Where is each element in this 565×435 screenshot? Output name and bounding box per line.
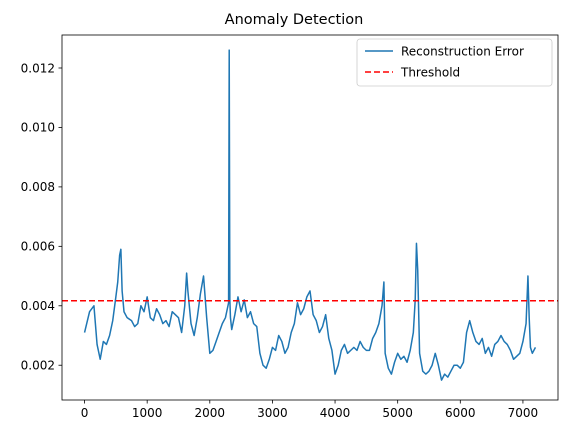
y-tick-label: 0.004 (21, 299, 55, 313)
x-tick-label: 0 (81, 406, 89, 420)
y-tick-label: 0.008 (21, 180, 55, 194)
x-tick-label: 2000 (195, 406, 226, 420)
y-tick-label: 0.006 (21, 240, 55, 254)
legend-label: Reconstruction Error (401, 44, 524, 58)
chart-title: Anomaly Detection (225, 12, 364, 28)
x-tick-label: 7000 (508, 406, 539, 420)
legend: Reconstruction Error Threshold (356, 38, 553, 87)
series-group (62, 49, 558, 381)
x-tick-label: 5000 (382, 406, 413, 420)
x-tick-label: 4000 (320, 406, 351, 420)
series-line-reconstruction-error (83, 49, 537, 381)
axes: 0 1000 2000 3000 4000 5000 6000 7000 0.002 0.004 0… (21, 34, 559, 420)
plot-area (62, 49, 558, 381)
x-tick-label: 1000 (132, 406, 163, 420)
axes-frame (61, 34, 559, 401)
legend-box (356, 38, 553, 87)
y-tick-label: 0.002 (21, 359, 55, 373)
x-tick-label: 6000 (445, 406, 476, 420)
y-tick-label: 0.012 (21, 61, 55, 75)
legend-label: Threshold (400, 65, 460, 79)
y-tick-label: 0.010 (21, 121, 55, 135)
x-tick-label: 3000 (257, 406, 288, 420)
